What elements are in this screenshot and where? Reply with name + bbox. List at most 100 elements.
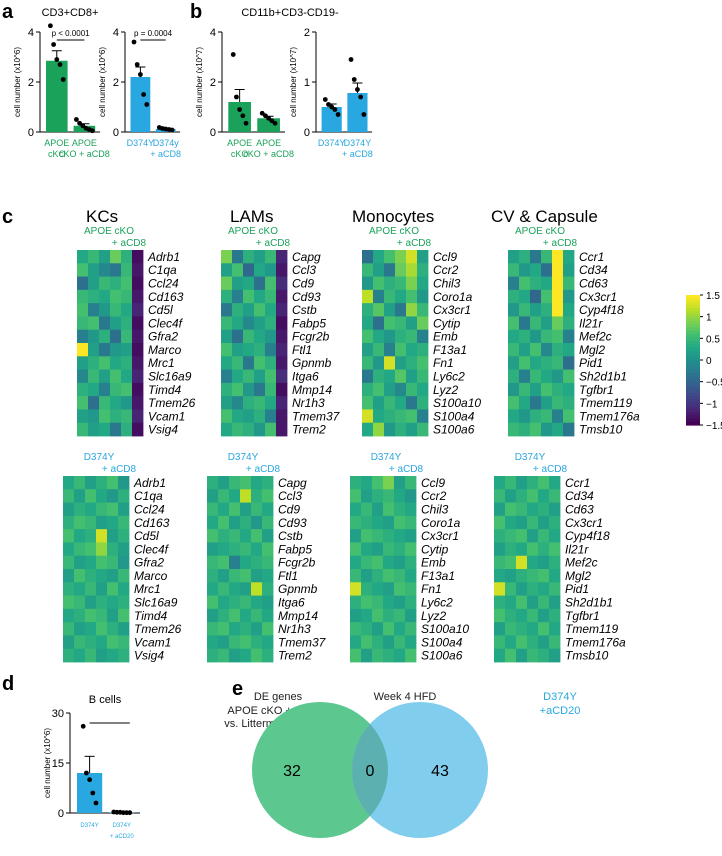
data-point (144, 102, 150, 107)
heatmap-cell (383, 595, 395, 610)
heatmap-cell (265, 250, 277, 264)
heatmap-cell (240, 529, 252, 543)
colorbar-segment (686, 418, 700, 423)
heatmap-cell (85, 569, 97, 583)
y-tick-label: 30 (52, 708, 64, 720)
heatmap-cell (372, 476, 384, 490)
heatmap-cell (229, 608, 241, 623)
heatmap-cell (549, 582, 561, 596)
heatmap-cell (394, 489, 406, 503)
heatmap-cell (384, 329, 396, 344)
gene-label: Timd4 (148, 383, 182, 397)
heatmap-cell (384, 303, 396, 317)
heatmap-cell (405, 502, 417, 517)
heatmap-cell (232, 343, 244, 357)
heatmap-cell (372, 542, 384, 557)
y-tick-label: 2 (28, 77, 34, 89)
heatmap-cell (362, 276, 374, 291)
heatmap-cell (373, 369, 385, 384)
heatmap-cell (118, 529, 130, 543)
heatmap-cell (541, 250, 553, 264)
heatmap-cell (549, 555, 561, 570)
colorbar-segment (686, 379, 700, 384)
data-point (332, 107, 338, 112)
data-point (138, 72, 143, 77)
colorbar-segment (686, 337, 700, 342)
heatmap-cell (96, 595, 108, 610)
heatmap-cell (549, 542, 561, 557)
gene-label: C1qa (134, 489, 163, 503)
heatmap-cell (519, 316, 531, 331)
gene-label: Clec4f (148, 316, 184, 330)
heatmap-cell (99, 289, 111, 304)
heatmap-cell (516, 608, 528, 623)
heatmap-cell (519, 422, 531, 437)
gene-label: Gfra2 (134, 556, 164, 570)
heatmap-cell (251, 648, 263, 663)
group-label: APOE cKO (84, 226, 134, 237)
chart-title: B cells (89, 694, 122, 706)
heatmap-cell (527, 476, 539, 490)
data-point (127, 810, 133, 816)
heatmap-cell (207, 569, 219, 583)
heatmap-cell (265, 303, 277, 317)
heatmap-cell (218, 608, 230, 623)
gene-label: Mmp14 (278, 609, 318, 623)
y-tick-label: 0 (28, 127, 34, 139)
heatmap-cell (110, 316, 122, 331)
heatmap-cell (541, 289, 553, 304)
gene-label: Ccr1 (579, 250, 604, 264)
heatmap-cell (276, 369, 288, 384)
heatmap-cell (384, 369, 396, 384)
heatmap-cell (265, 343, 277, 357)
gene-label: Cd34 (565, 489, 594, 503)
gene-label: S100a6 (433, 423, 475, 437)
heatmap-cell (74, 515, 86, 530)
heatmap-cell (107, 648, 119, 663)
heatmap-cell (508, 250, 520, 264)
heatmap-cell (254, 343, 266, 357)
heatmap-cell (99, 343, 111, 357)
heatmap-cell (265, 409, 277, 424)
heatmap-cell (541, 329, 553, 344)
heatmap-cell (254, 276, 266, 291)
heatmap-cell (530, 276, 542, 291)
heatmap-cell (229, 582, 241, 596)
heatmap-cell (395, 276, 407, 291)
category-label: cKO (231, 149, 249, 159)
heatmap-cell (372, 608, 384, 623)
heatmap-cell (74, 582, 86, 596)
heatmap-cell (373, 422, 385, 437)
heatmap-cell (494, 569, 506, 583)
category-label: + aCD8 (342, 149, 373, 159)
heatmap-cell (373, 263, 385, 277)
heatmap-cell (229, 555, 241, 570)
heatmap-cell (383, 476, 395, 490)
heatmap-cell (265, 356, 277, 370)
heatmap-cell (74, 489, 86, 503)
gene-label: Trem2 (292, 423, 326, 437)
heatmap-cell (88, 250, 100, 264)
heatmap-cell (132, 382, 144, 397)
heatmap-cell (96, 489, 108, 503)
heatmap-cell (254, 316, 266, 331)
heatmap-cell (549, 515, 561, 530)
heatmap-cell (99, 382, 111, 397)
heatmap-cell (417, 263, 429, 277)
heatmap-cell (88, 289, 100, 304)
y-axis-label: cell number (x10^6) (43, 728, 52, 798)
data-point (90, 790, 96, 796)
heatmap-cell (362, 250, 374, 264)
heatmap-cell (63, 515, 75, 530)
data-point (355, 87, 360, 92)
heatmap-cell (563, 329, 575, 344)
heatmap-cell (88, 316, 100, 331)
heatmap-cell (505, 515, 517, 530)
heatmap-cell (121, 303, 133, 317)
heatmap-cell (394, 608, 406, 623)
y-axis-label: cell number (x10^7) (289, 47, 298, 117)
heatmap-cell (405, 476, 417, 490)
heatmap-cell (519, 343, 531, 357)
heatmap-cell (384, 343, 396, 357)
heatmap-cell (541, 422, 553, 437)
